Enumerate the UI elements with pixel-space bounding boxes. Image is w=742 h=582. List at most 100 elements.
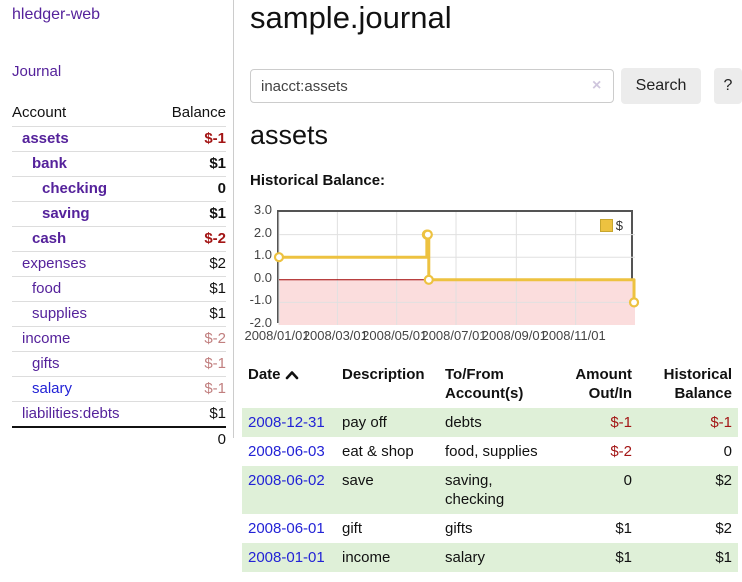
data-point-marker <box>628 297 640 308</box>
sidebar-account-link[interactable]: cash <box>32 230 67 247</box>
transaction-description: income <box>342 549 391 566</box>
register-table: Date Description To/From Account(s) Amou… <box>242 360 738 572</box>
clear-search-icon[interactable]: × <box>592 77 602 94</box>
sidebar-account-balance: $1 <box>154 201 226 227</box>
sidebar-account-balance: $-1 <box>154 351 226 377</box>
transaction-balance: $2 <box>715 472 732 489</box>
transaction-date[interactable]: 2008-06-03 <box>242 437 336 466</box>
sidebar-account-link[interactable]: expenses <box>22 255 87 272</box>
sidebar-account-link[interactable]: bank <box>32 155 68 172</box>
sidebar-account-row: income $-2 <box>12 326 226 352</box>
sidebar-account-row: bank $1 <box>12 151 226 177</box>
search-button[interactable]: Search <box>621 68 701 104</box>
sidebar-account-balance: 0 <box>154 176 226 202</box>
transaction-description: gift <box>342 520 363 537</box>
sidebar-total-balance: 0 <box>154 426 226 452</box>
data-point-marker <box>423 274 434 285</box>
sidebar-account-balance: $-1 <box>154 376 226 402</box>
chart-x-axis-labels: 2008/01/01 2008/03/01 2008/05/01 2008/07/01… <box>244 328 633 344</box>
brand-link[interactable]: hledger-web <box>12 6 101 23</box>
search-input[interactable] <box>250 69 614 103</box>
y-axis-tick-label: 1.0 <box>253 247 272 263</box>
sidebar-account-balance: $1 <box>154 401 226 427</box>
transaction-date[interactable]: 2008-12-31 <box>242 408 336 437</box>
transaction-date-link[interactable]: 2008-01-01 <box>248 549 325 566</box>
transaction-date-link[interactable]: 2008-06-03 <box>248 443 325 460</box>
register-row: 2008-06-03 eat & shop food, supplies $-2 0 <box>242 437 738 466</box>
transaction-description: eat & shop <box>342 443 414 460</box>
account-heading: assets <box>250 120 329 150</box>
transaction-description: pay off <box>342 414 387 431</box>
sidebar-account-row: saving $1 <box>12 201 226 227</box>
sidebar-account-link[interactable]: supplies <box>32 305 88 322</box>
column-header-accounts: To/From Account(s) <box>445 366 524 402</box>
register-row: 2008-12-31 pay off debts $-1 $-1 <box>242 408 738 437</box>
sidebar-account-row: checking 0 <box>12 176 226 202</box>
spacer-cell <box>12 426 155 452</box>
transaction-accounts: salary <box>445 549 486 566</box>
column-header-amount: Amount Out/In <box>575 366 632 402</box>
transaction-balance: $-1 <box>710 414 732 431</box>
accounts-tree-table: Account Balance assets $-1 bank $1 checking 0… <box>12 100 226 452</box>
transaction-amount: $-2 <box>610 443 632 460</box>
data-point-marker <box>422 229 433 240</box>
transaction-accounts: gifts <box>445 520 473 537</box>
y-axis-tick-label: 3.0 <box>253 202 272 217</box>
transaction-accounts: debts <box>445 414 482 431</box>
balance-chart: $ <box>273 210 640 325</box>
transaction-accounts: saving, checking <box>445 472 505 508</box>
sidebar-account-row: supplies $1 <box>12 301 226 327</box>
sidebar-account-link[interactable]: gifts <box>32 355 60 372</box>
sidebar-account-balance: $1 <box>154 151 226 177</box>
column-header-date[interactable]: Date <box>242 360 336 408</box>
page-title: sample.journal <box>250 0 452 35</box>
sort-ascending-icon <box>285 366 299 385</box>
transaction-date[interactable]: 2008-06-02 <box>242 466 336 514</box>
accounts-header-row: Account Balance <box>12 100 226 127</box>
y-axis-tick-label: -2.0 <box>249 315 272 330</box>
sidebar-account-row: gifts $-1 <box>12 351 226 377</box>
transaction-amount: $1 <box>615 549 632 566</box>
sidebar-total-row: 0 <box>12 426 226 452</box>
sidebar-account-row: cash $-2 <box>12 226 226 252</box>
transaction-balance: $2 <box>715 520 732 537</box>
register-header-row: Date Description To/From Account(s) Amou… <box>242 360 738 408</box>
sidebar-account-link[interactable]: salary <box>32 380 73 397</box>
sidebar-item-journal[interactable]: Journal <box>12 63 62 80</box>
y-axis-tick-label: -1.0 <box>249 292 272 308</box>
x-axis-tick-label: 2008/05/01 <box>362 328 428 343</box>
column-header-balance: Historical Balance <box>663 366 732 402</box>
transaction-date-link[interactable]: 2008-06-01 <box>248 520 325 537</box>
transaction-accounts: food, supplies <box>445 443 538 460</box>
transaction-amount: $1 <box>615 520 632 537</box>
transaction-date-link[interactable]: 2008-12-31 <box>248 414 325 431</box>
transaction-balance: $1 <box>715 549 732 566</box>
sidebar-account-balance: $-2 <box>154 326 226 352</box>
chart-legend: $ <box>599 218 623 233</box>
sidebar-account-link[interactable]: checking <box>42 180 108 197</box>
transaction-date[interactable]: 2008-01-01 <box>242 543 336 572</box>
search-form: × Search ? <box>250 68 742 104</box>
transaction-amount: 0 <box>623 472 632 489</box>
balance-chart-canvas <box>273 212 640 325</box>
sidebar-account-row: food $1 <box>12 276 226 302</box>
register-row: 2008-06-01 gift gifts $1 $2 <box>242 514 738 543</box>
transaction-date[interactable]: 2008-06-01 <box>242 514 336 543</box>
sidebar-divider <box>233 0 234 438</box>
sidebar-account-row: expenses $2 <box>12 251 226 277</box>
x-axis-tick-label: 2008/01/01 <box>244 328 310 343</box>
sidebar-account-link[interactable]: assets <box>22 130 69 147</box>
transaction-date-link[interactable]: 2008-06-02 <box>248 472 325 489</box>
help-button[interactable]: ? <box>714 68 742 104</box>
balance-column-header: Balance <box>171 104 226 121</box>
x-axis-tick-label: 2008/11/01 <box>541 328 606 343</box>
sidebar-account-balance: $2 <box>154 251 226 277</box>
sidebar-account-row: liabilities:debts $1 <box>12 401 226 427</box>
sidebar-account-link[interactable]: liabilities:debts <box>22 405 120 422</box>
sidebar-account-link[interactable]: saving <box>42 205 90 222</box>
register-row: 2008-06-02 save saving, checking 0 $2 <box>242 466 738 514</box>
sidebar-account-link[interactable]: income <box>22 330 71 347</box>
y-axis-tick-label: 0.0 <box>253 269 272 285</box>
sidebar-account-link[interactable]: food <box>32 280 62 297</box>
